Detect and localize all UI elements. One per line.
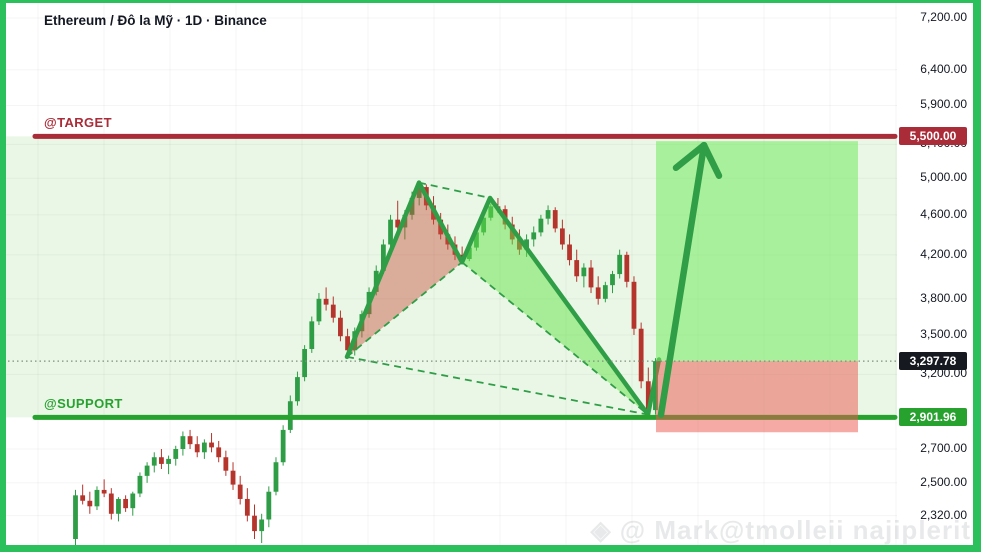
candle-body (159, 457, 164, 464)
candle-body (588, 267, 594, 288)
candle-body (209, 442, 214, 448)
support-level-label[interactable]: @SUPPORT (44, 396, 123, 412)
candle-body (130, 493, 136, 509)
candle-body (631, 281, 637, 329)
axis-tick-label: 2,700.00 (920, 441, 967, 456)
pattern-dashed-line[interactable] (461, 261, 649, 416)
support-price-badge: 2,901.96 (899, 408, 967, 427)
candle-body (409, 197, 415, 215)
candle-body (201, 442, 207, 453)
candle-body (244, 498, 250, 516)
candle-body (144, 465, 150, 476)
candle-body (388, 219, 393, 245)
axis-tick-label: 5,000.00 (920, 170, 967, 185)
axis-tick-label: 2,320.00 (920, 507, 967, 522)
up-arrow-head[interactable] (700, 141, 723, 179)
candle-body (617, 254, 623, 275)
axis-tick-label: 6,400.00 (920, 61, 967, 76)
axis-tick-label: 4,600.00 (920, 206, 967, 221)
candle-body (552, 210, 558, 229)
candle-body (80, 495, 86, 501)
axis-tick-label: 3,800.00 (920, 290, 967, 305)
pattern-triangle-bcd[interactable] (462, 197, 648, 415)
candle-body (574, 260, 580, 277)
candle-body (538, 218, 544, 233)
axis-tick-label: 4,200.00 (920, 246, 967, 261)
candle-body (380, 244, 386, 271)
candle-body (108, 493, 114, 514)
axis-tick-label: 3,500.00 (920, 326, 967, 341)
last-price-badge: 3,297.78 (899, 352, 967, 371)
candle-body (194, 444, 200, 453)
axis-tick-label: 5,900.00 (920, 97, 967, 112)
axis-tick-label: 2,500.00 (920, 474, 967, 489)
candle-body (101, 489, 107, 494)
candle-body (416, 187, 422, 198)
candle-body (180, 436, 186, 450)
candle-body (316, 298, 322, 322)
candle-body (567, 244, 572, 261)
candle-body (624, 254, 630, 282)
candle-body (73, 495, 78, 540)
candle-body (94, 489, 100, 507)
target-level-label[interactable]: @TARGET (44, 115, 112, 131)
candle-body (259, 519, 265, 532)
pattern-dashed-line[interactable] (346, 261, 463, 358)
price-axis[interactable]: 7,200.006,400.005,900.005,400.005,000.00… (899, 0, 967, 552)
candle-body (87, 500, 93, 507)
candle-body (266, 491, 272, 520)
watermark: ◈ @ Mark@tmolleii najiplerit (590, 515, 971, 545)
candle-body (116, 498, 121, 514)
candle-body (237, 484, 243, 499)
candle-body (230, 470, 236, 485)
candle-body (323, 298, 329, 305)
candle-body (330, 304, 336, 318)
candle-body (545, 210, 551, 219)
candle-body (123, 498, 129, 509)
candle-body (638, 328, 644, 382)
symbol-title[interactable]: Ethereum / Đô la Mỹ · 1D · Binance (44, 13, 267, 28)
candle-body (302, 348, 308, 378)
candle-body (280, 429, 286, 463)
risk-zone-box[interactable] (656, 361, 858, 433)
candle-body (216, 447, 222, 458)
candle-body (295, 377, 300, 402)
candle-body (345, 336, 350, 351)
pattern-triangle-xab[interactable] (347, 182, 462, 357)
target-price-badge: 5,500.00 (899, 127, 967, 146)
candle-body (602, 285, 608, 299)
pattern-dashed-line[interactable] (418, 181, 491, 199)
up-arrow-shaft[interactable] (657, 141, 708, 418)
candle-body (173, 449, 179, 459)
pattern-dashed-line[interactable] (346, 355, 649, 416)
pattern-xabcd-line[interactable] (344, 180, 662, 417)
candle-body (166, 458, 171, 464)
up-arrow-head[interactable] (672, 141, 708, 172)
candle-body (338, 317, 343, 337)
candle-body (645, 381, 651, 411)
candle-body (273, 462, 279, 492)
candle-body (531, 232, 537, 240)
candle-body (137, 475, 143, 494)
candle-body (151, 457, 157, 466)
candle-body (252, 515, 257, 532)
candle-body (223, 457, 229, 471)
candle-body (559, 228, 565, 245)
candle-body (610, 274, 615, 286)
candle-body (187, 436, 193, 445)
candle-body (581, 267, 587, 277)
candle-body (309, 321, 315, 349)
axis-tick-label: 7,200.00 (920, 9, 967, 24)
candle-body (595, 287, 601, 299)
candle-body (395, 219, 401, 228)
